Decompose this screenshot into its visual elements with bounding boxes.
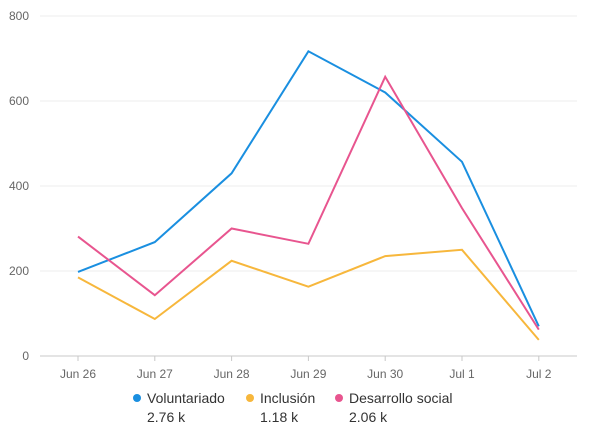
- y-tick-label: 600: [9, 94, 29, 108]
- y-axis-tick-labels: 0 200 400 600 800: [9, 9, 29, 363]
- legend-label-voluntariado: Voluntariado: [147, 390, 225, 406]
- legend-total-voluntariado: 2.76 k: [147, 409, 186, 425]
- legend-label-inclusion: Inclusión: [260, 390, 316, 406]
- x-tick-label: Jul 1: [449, 367, 475, 381]
- y-tick-label: 200: [9, 264, 29, 278]
- series-lines: [77, 49, 540, 341]
- x-tick-label: Jun 28: [214, 367, 250, 381]
- x-tick-label: Jun 29: [290, 367, 326, 381]
- series-line-desarrollo-social: [77, 74, 540, 331]
- series-line-inclusi-n: [77, 248, 540, 341]
- series-line-voluntariado: [77, 49, 540, 327]
- x-tick-label: Jun 26: [60, 367, 96, 381]
- grid-lines: [40, 15, 577, 272]
- y-tick-label: 800: [9, 9, 29, 23]
- x-tick-label: Jun 30: [367, 367, 403, 381]
- x-axis-tick-labels: Jun 26 Jun 27 Jun 28 Jun 29 Jun 30 Jul 1 Jul 2: [60, 356, 552, 381]
- y-tick-label: 400: [9, 179, 29, 193]
- legend-marker-desarrollo-social-icon: [335, 394, 343, 402]
- x-tick-label: Jun 27: [137, 367, 173, 381]
- legend-total-inclusion: 1.18 k: [260, 409, 299, 425]
- legend-total-desarrollo-social: 2.06 k: [349, 409, 388, 425]
- legend-label-desarrollo-social: Desarrollo social: [349, 390, 453, 406]
- x-tick-label: Jul 2: [526, 367, 552, 381]
- legend-marker-inclusion-icon: [246, 394, 254, 402]
- legend-marker-voluntariado-icon: [133, 394, 141, 402]
- y-tick-label: 0: [22, 349, 29, 363]
